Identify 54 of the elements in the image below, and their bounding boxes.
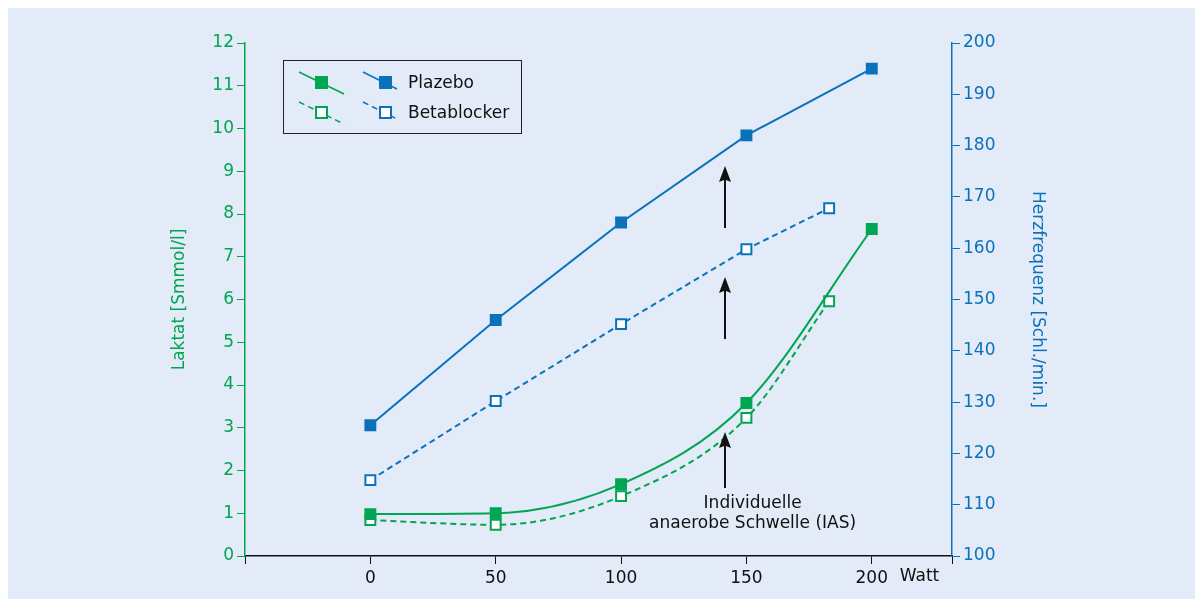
y-tick-label: 2: [223, 458, 234, 479]
x-tick-label: 0: [364, 566, 376, 587]
y-axis-title: Laktat [Smmol/l]: [167, 228, 188, 371]
y-tick-label: 9: [223, 159, 234, 180]
y2-tick-label: 190: [963, 82, 996, 103]
point: [865, 62, 878, 75]
y-tick-label: 12: [212, 31, 234, 52]
point: [740, 129, 753, 142]
y-tick-label: 4: [223, 373, 234, 394]
x-axis-title: Watt: [899, 564, 940, 585]
y2-tick-label: 180: [963, 134, 996, 155]
y-tick-label: 8: [223, 202, 234, 223]
y-tick-label: 0: [223, 544, 234, 565]
y-tick-label: 7: [223, 245, 234, 266]
y2-tick-label: 140: [963, 339, 996, 360]
y-tick-label: 6: [223, 287, 234, 308]
point: [489, 314, 502, 326]
annotation: Individuelle anaerobe Schwelle (IAS): [649, 491, 857, 532]
x-tick-label: 200: [855, 566, 888, 587]
point: [740, 411, 753, 424]
y2-tick-label: 170: [963, 185, 996, 206]
point: [489, 395, 502, 408]
point: [615, 216, 628, 229]
point: [489, 518, 502, 531]
y2-tick-label: 200: [963, 31, 996, 52]
point: [823, 295, 836, 308]
y2-tick-label: 120: [963, 441, 996, 462]
y2-tick-label: 100: [963, 544, 996, 565]
point: [615, 490, 628, 503]
y-tick-label: 10: [212, 116, 234, 137]
point: [615, 318, 628, 331]
y2-tick-label: 110: [963, 493, 996, 514]
x-tick-label: 150: [730, 566, 763, 587]
y-tick-label: 5: [223, 330, 234, 351]
point: [615, 478, 628, 491]
point: [364, 508, 377, 521]
y2-tick-label: 130: [963, 390, 996, 411]
point: [823, 202, 836, 215]
point: [364, 419, 377, 432]
y2-tick-label: 150: [963, 287, 996, 308]
point: [865, 223, 878, 235]
point: [489, 507, 502, 520]
point: [740, 243, 753, 256]
point: [740, 397, 753, 409]
y2-axis-title: Herzfrequenz [Schl./min.]: [1029, 191, 1050, 408]
legend-label: Betablocker: [408, 102, 510, 122]
x-tick-label: 100: [604, 566, 638, 587]
y-tick-label: 1: [223, 501, 234, 522]
y2-tick-label: 160: [963, 236, 996, 257]
x-tick-label: 50: [484, 566, 507, 587]
legend-label: Plazebo: [408, 72, 474, 92]
point: [364, 474, 377, 487]
y-tick-label: 11: [212, 74, 234, 95]
y-tick-label: 3: [223, 416, 234, 437]
